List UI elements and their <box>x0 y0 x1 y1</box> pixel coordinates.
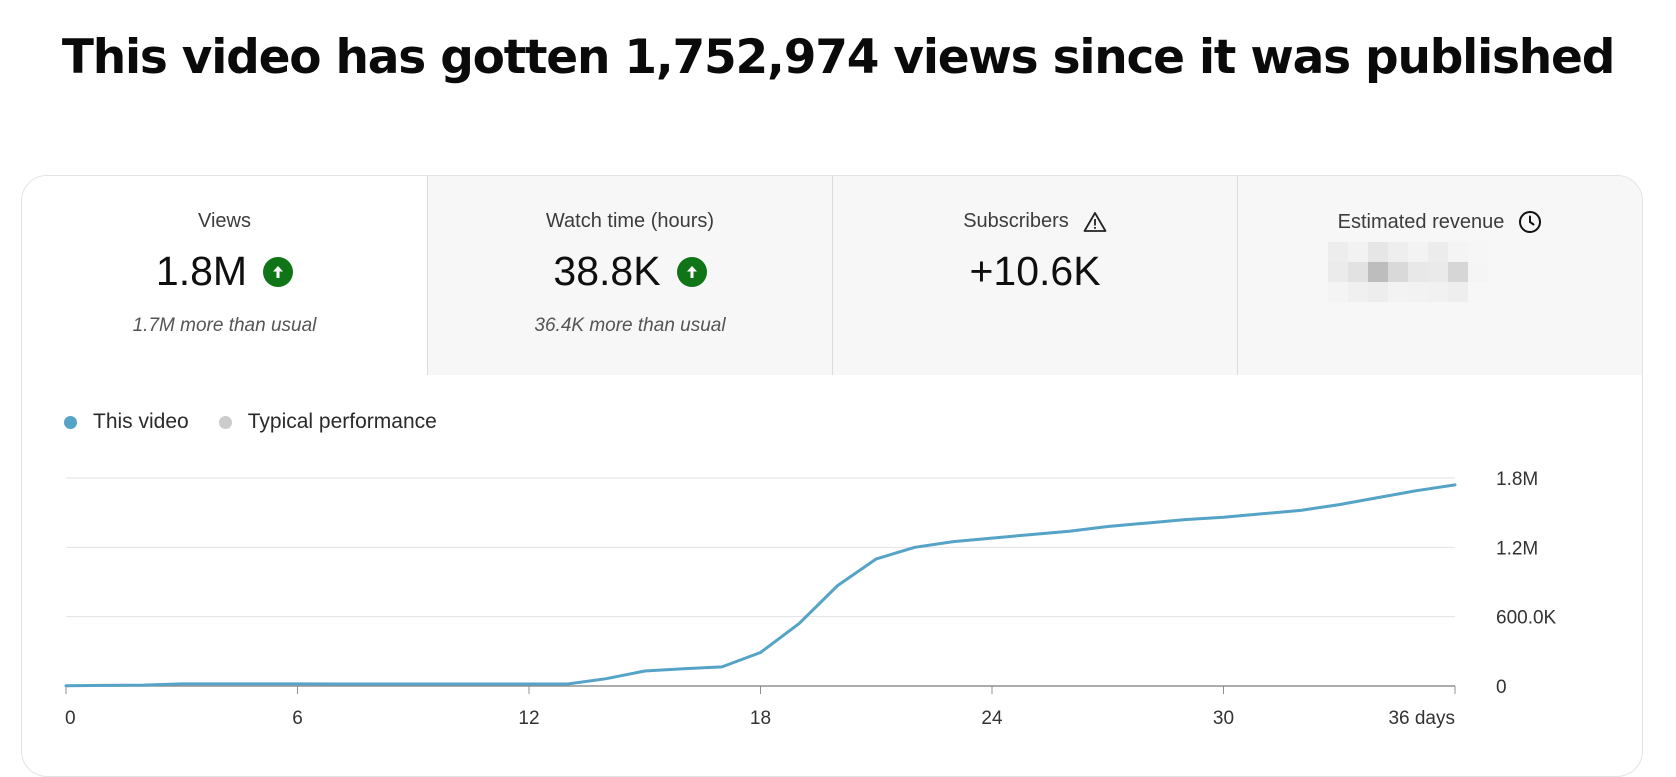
x-tick-label: 12 <box>518 708 539 729</box>
legend-dot <box>64 415 77 429</box>
legend-label: Typical performance <box>247 410 437 433</box>
views-line-chart: 0 600.0K 1.2M 1.8M 0 6 12 18 24 30 36 days <box>64 469 1557 729</box>
tab-views[interactable]: Views 1.8M 1.7M more than usual <box>22 176 427 375</box>
metric-tabs: Views 1.8M 1.7M more than usual Watch ti… <box>22 176 1642 375</box>
metric-comparison: 1.7M more than usual <box>132 315 317 336</box>
y-tick-label: 1.2M <box>1496 538 1538 559</box>
legend-dot <box>218 415 232 429</box>
x-tick-label: 6 <box>292 708 303 729</box>
page-title: This video has gotten 1,752,974 views si… <box>61 30 1616 85</box>
x-tick-label: 0 <box>65 708 76 729</box>
metric-label: Watch time (hours) <box>545 210 715 232</box>
metric-value: 1.8M <box>22 248 427 295</box>
redacted-revenue-value <box>1328 242 1488 302</box>
y-tick-label: 600.0K <box>1496 608 1557 629</box>
clock-icon[interactable] <box>1518 210 1542 234</box>
legend-item-this-video[interactable]: This video <box>64 410 189 434</box>
metric-label: Subscribers <box>833 210 1237 233</box>
metric-value: +10.6K <box>969 248 1101 294</box>
chart-legend: This video Typical performance <box>64 410 467 434</box>
x-tick-label: 24 <box>981 708 1003 729</box>
warning-icon[interactable] <box>1083 211 1107 233</box>
arrow-up-icon <box>676 256 707 287</box>
x-tick-label: 18 <box>750 708 771 729</box>
metric-label: Views <box>198 210 251 232</box>
arrow-up-icon <box>263 256 294 287</box>
x-tick-label: 36 days <box>1388 708 1455 729</box>
tab-watch-time[interactable]: Watch time (hours) 38.8K 36.4K more than… <box>427 176 832 375</box>
x-tick-label: 30 <box>1213 708 1234 729</box>
metric-value: 38.8K <box>428 248 832 295</box>
metric-comparison: 36.4K more than usual <box>534 315 726 336</box>
y-tick-label: 0 <box>1496 677 1507 698</box>
legend-label: This video <box>93 410 189 433</box>
legend-item-typical-performance[interactable]: Typical performance <box>218 410 437 434</box>
tab-subscribers[interactable]: Subscribers +10.6K <box>832 176 1237 375</box>
y-tick-label: 1.8M <box>1496 469 1538 490</box>
metric-label: Estimated revenue <box>1238 210 1642 234</box>
series-line-this-video <box>64 483 1457 688</box>
